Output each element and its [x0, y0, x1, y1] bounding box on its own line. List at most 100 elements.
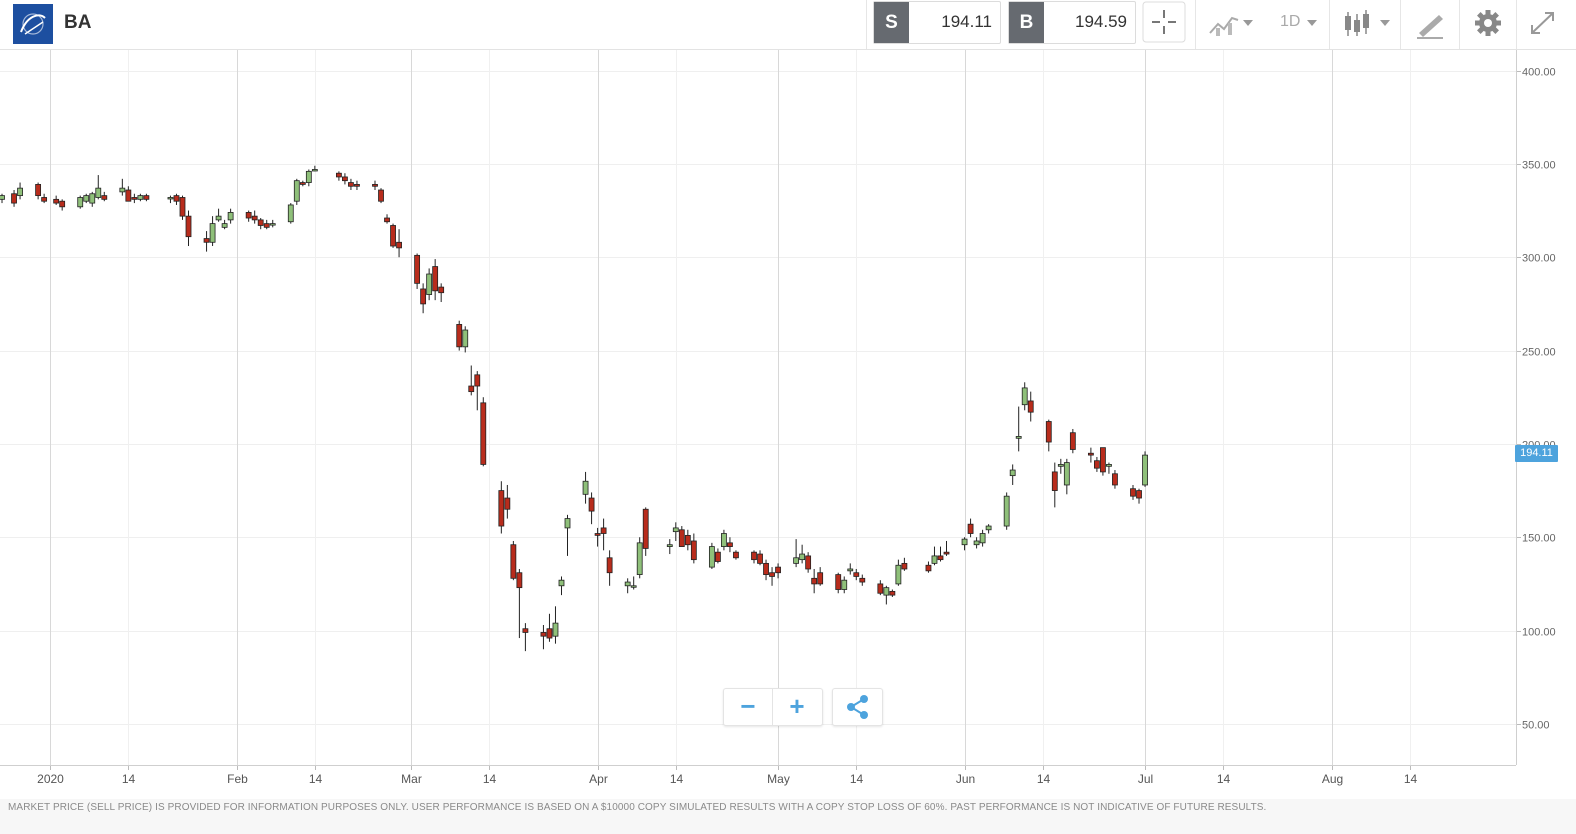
candle-up: [293, 178, 300, 205]
candle-body: [793, 557, 800, 564]
candle-body: [684, 534, 691, 546]
candle-up: [1003, 492, 1010, 530]
candle-down: [384, 214, 390, 224]
candle-body: [480, 402, 487, 465]
buy-price-value: 194.59: [1075, 12, 1127, 31]
candle-down: [835, 572, 842, 594]
candle-up: [630, 576, 637, 590]
candle-style-dropdown[interactable]: [1330, 0, 1398, 49]
candle-down: [540, 624, 547, 650]
candle-body: [516, 572, 523, 589]
fullscreen-button[interactable]: [1517, 0, 1569, 49]
candle-body: [558, 579, 565, 587]
candle-up: [95, 175, 102, 200]
candle-body: [642, 508, 649, 549]
zoom-controls: − +: [723, 688, 823, 726]
candlestick-series: [0, 165, 1148, 652]
candle-body: [251, 215, 258, 221]
candle-body: [943, 551, 950, 555]
candle-up: [77, 195, 84, 209]
candle-up: [287, 203, 294, 224]
candle-down: [769, 567, 775, 586]
candle-body: [715, 551, 721, 562]
candle-down: [690, 533, 697, 564]
candle-body: [1069, 432, 1076, 450]
x-tick-label: Aug: [1322, 772, 1343, 786]
candlestick-icon: [1345, 10, 1369, 36]
candle-down: [642, 507, 649, 556]
candle-down: [131, 193, 138, 204]
zoom-out-button[interactable]: −: [740, 691, 756, 721]
candle-body: [336, 172, 342, 178]
candle-up: [269, 219, 276, 228]
drawing-tools-button[interactable]: [1401, 0, 1459, 49]
candle-down: [372, 180, 378, 191]
candle-down: [817, 567, 824, 586]
candle-down: [432, 259, 439, 301]
candle-body: [257, 219, 264, 226]
x-tick-label: Jul: [1138, 772, 1153, 786]
candle-down: [967, 518, 974, 538]
candle-body: [961, 538, 968, 546]
candle-body: [967, 523, 974, 534]
candle-body: [546, 628, 553, 639]
candle-down: [378, 188, 384, 204]
buy-price-button[interactable]: B 194.59: [1008, 1, 1136, 44]
candle-body: [95, 187, 102, 198]
candle-body: [1100, 447, 1106, 473]
candle-body: [456, 324, 463, 348]
chevron-down-icon: [1307, 20, 1317, 26]
candle-body: [1106, 464, 1112, 467]
chart-type-dropdown[interactable]: [1196, 0, 1264, 49]
candle-down: [474, 371, 481, 411]
current-price-label: 194.11: [1515, 445, 1558, 462]
candle-up: [558, 576, 565, 596]
crosshair-button[interactable]: [1142, 0, 1186, 49]
x-tick-label: 14: [850, 772, 864, 786]
crosshair-icon: [1142, 1, 1186, 43]
share-button[interactable]: [832, 688, 883, 726]
candle-body: [1063, 462, 1070, 486]
candle-body: [895, 564, 902, 585]
chart-grid: [0, 50, 1516, 765]
price-chart[interactable]: 50.00100.00150.00200.00250.00300.00350.0…: [0, 0, 1576, 799]
candle-up: [564, 514, 571, 556]
candle-body: [510, 544, 517, 579]
candle-body: [901, 562, 908, 570]
candle-body: [721, 533, 727, 547]
candle-up: [895, 559, 902, 586]
x-tick-label: Jun: [956, 772, 975, 786]
candle-body: [727, 542, 733, 547]
candle-body: [311, 169, 318, 172]
timeframe-label: 1D: [1280, 13, 1301, 30]
candle-down: [1051, 462, 1058, 508]
timeframe-dropdown[interactable]: 1D: [1266, 0, 1328, 49]
candle-up: [636, 537, 643, 579]
candle-down: [943, 540, 950, 556]
candle-body: [690, 540, 697, 561]
candle-down: [263, 219, 270, 230]
candle-down: [101, 191, 108, 202]
zoom-in-button[interactable]: +: [789, 691, 805, 721]
settings-button[interactable]: [1460, 0, 1516, 49]
candle-down: [1136, 488, 1142, 504]
candle-body: [227, 212, 234, 221]
candle-up: [841, 576, 848, 594]
candle-body: [17, 187, 23, 197]
zoom-divider: [772, 689, 773, 725]
candle-body: [889, 590, 896, 596]
candle-body: [209, 223, 216, 243]
candle-down: [257, 218, 264, 230]
x-tick-label: 14: [1404, 772, 1418, 786]
candle-up: [961, 537, 968, 551]
candle-up: [1057, 458, 1064, 474]
candle-up: [552, 606, 559, 644]
sell-label: S: [874, 2, 909, 43]
x-tick-label: 14: [670, 772, 684, 786]
sell-price-button[interactable]: S 194.11: [873, 1, 1001, 44]
gear-icon: [1475, 10, 1501, 36]
candle-body: [775, 566, 781, 574]
candle-body: [426, 273, 433, 295]
candle-up: [311, 165, 318, 172]
candle-up: [793, 539, 800, 568]
